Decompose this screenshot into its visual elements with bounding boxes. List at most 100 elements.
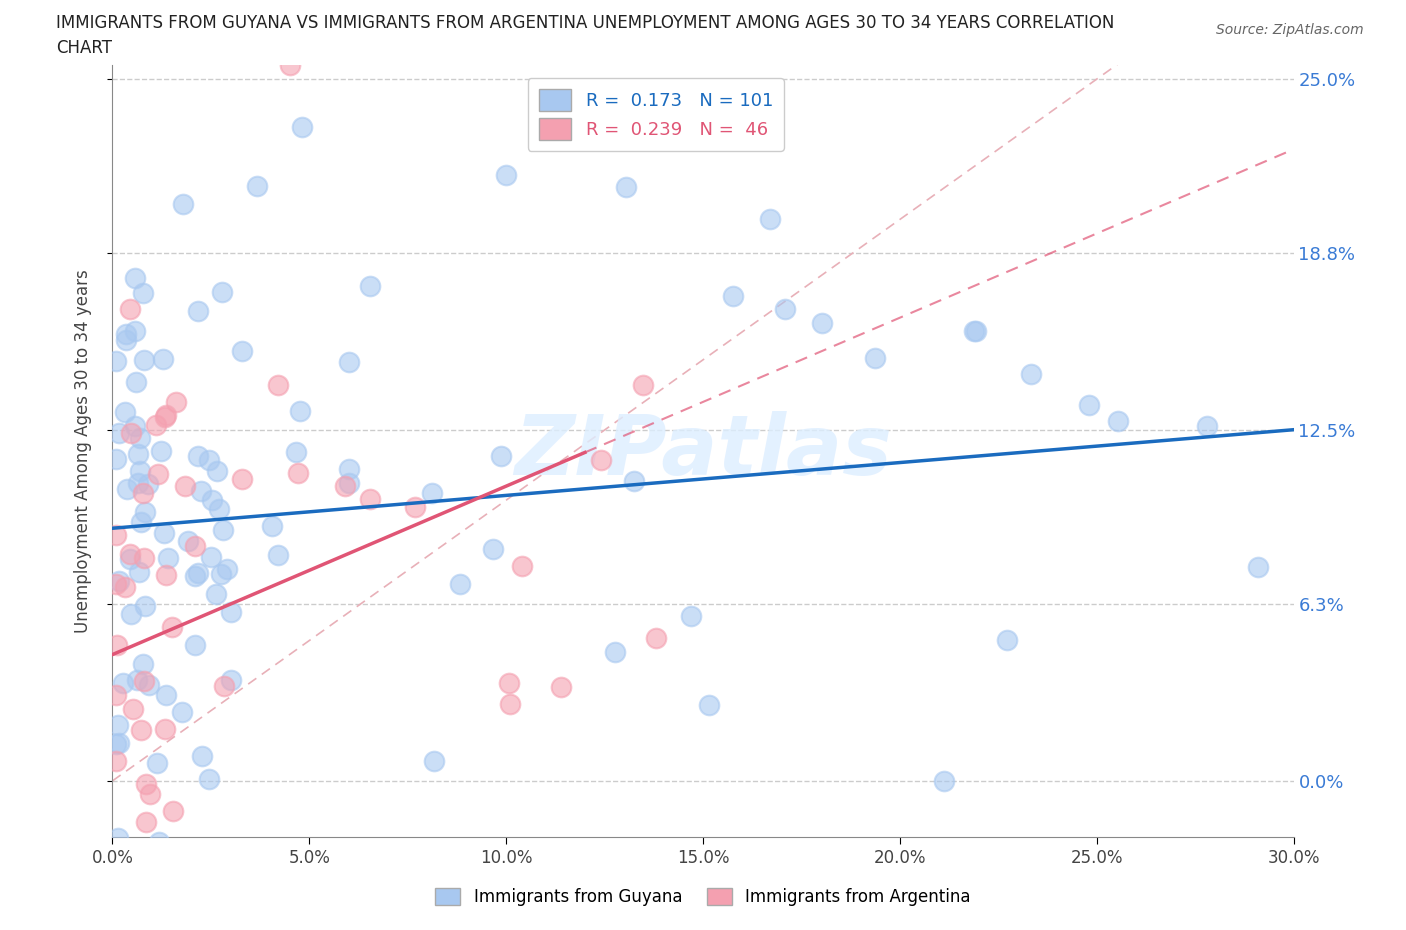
- Point: [359, 491, 381, 506]
- Point: [162, 620, 184, 635]
- Point: [122, 702, 145, 717]
- Point: [124, 324, 146, 339]
- Point: [550, 680, 572, 695]
- Point: [155, 567, 177, 582]
- Point: [759, 211, 782, 226]
- Point: [187, 304, 209, 319]
- Point: [481, 542, 503, 557]
- Text: Source: ZipAtlas.com: Source: ZipAtlas.com: [1216, 23, 1364, 37]
- Text: CHART: CHART: [56, 39, 112, 57]
- Point: [337, 354, 360, 369]
- Point: [107, 718, 129, 733]
- Point: [114, 885, 136, 900]
- Point: [291, 119, 314, 134]
- Point: [211, 285, 233, 299]
- Point: [198, 771, 221, 786]
- Point: [135, 815, 157, 830]
- Point: [267, 378, 290, 392]
- Point: [863, 351, 886, 365]
- Point: [155, 722, 177, 737]
- Point: [107, 426, 129, 441]
- Point: [623, 473, 645, 488]
- Point: [603, 644, 626, 659]
- Legend: R =  0.173   N = 101, R =  0.239   N =  46: R = 0.173 N = 101, R = 0.239 N = 46: [527, 78, 783, 151]
- Point: [963, 324, 986, 339]
- Point: [198, 452, 221, 467]
- Text: ZIPatlas: ZIPatlas: [515, 410, 891, 492]
- Point: [423, 753, 446, 768]
- Point: [184, 539, 207, 554]
- Point: [995, 632, 1018, 647]
- Point: [105, 638, 128, 653]
- Point: [231, 344, 253, 359]
- Point: [246, 179, 269, 193]
- Point: [1246, 559, 1268, 574]
- Point: [287, 466, 309, 481]
- Point: [285, 445, 308, 459]
- Point: [129, 431, 152, 445]
- Point: [1197, 418, 1219, 433]
- Point: [128, 565, 150, 579]
- Point: [127, 672, 149, 687]
- Point: [108, 574, 131, 589]
- Point: [146, 466, 169, 481]
- Point: [132, 286, 155, 300]
- Point: [721, 289, 744, 304]
- Point: [107, 830, 129, 845]
- Point: [107, 736, 129, 751]
- Point: [219, 672, 242, 687]
- Point: [177, 534, 200, 549]
- Point: [157, 551, 180, 565]
- Point: [153, 410, 176, 425]
- Point: [219, 604, 242, 619]
- Point: [173, 478, 195, 493]
- Point: [128, 464, 150, 479]
- Point: [267, 548, 290, 563]
- Point: [644, 631, 666, 645]
- Point: [631, 378, 654, 392]
- Point: [108, 844, 131, 858]
- Point: [136, 477, 159, 492]
- Point: [298, 885, 321, 900]
- Point: [124, 418, 146, 433]
- Point: [152, 352, 174, 366]
- Point: [146, 755, 169, 770]
- Point: [114, 579, 136, 594]
- Point: [120, 607, 142, 622]
- Point: [120, 425, 142, 440]
- Point: [155, 408, 177, 423]
- Point: [811, 315, 834, 330]
- Point: [145, 418, 167, 432]
- Point: [290, 404, 312, 418]
- Point: [404, 499, 426, 514]
- Point: [127, 447, 149, 462]
- Point: [105, 353, 128, 368]
- Legend: Immigrants from Guyana, Immigrants from Argentina: Immigrants from Guyana, Immigrants from …: [429, 881, 977, 912]
- Point: [105, 577, 128, 591]
- Point: [187, 566, 209, 581]
- Point: [208, 501, 231, 516]
- Point: [191, 749, 214, 764]
- Point: [498, 676, 520, 691]
- Point: [499, 697, 522, 711]
- Point: [187, 448, 209, 463]
- Point: [118, 547, 141, 562]
- Point: [120, 301, 142, 316]
- Point: [114, 405, 136, 419]
- Point: [134, 505, 156, 520]
- Point: [1107, 413, 1129, 428]
- Point: [359, 278, 381, 293]
- Y-axis label: Unemployment Among Ages 30 to 34 years: Unemployment Among Ages 30 to 34 years: [73, 269, 91, 633]
- Point: [153, 525, 176, 540]
- Point: [125, 375, 148, 390]
- Point: [105, 737, 128, 751]
- Point: [190, 483, 212, 498]
- Point: [134, 674, 156, 689]
- Point: [120, 551, 142, 566]
- Point: [209, 566, 232, 581]
- Point: [162, 804, 184, 818]
- Point: [238, 844, 260, 858]
- Point: [231, 472, 253, 486]
- Point: [420, 485, 443, 500]
- Point: [148, 835, 170, 850]
